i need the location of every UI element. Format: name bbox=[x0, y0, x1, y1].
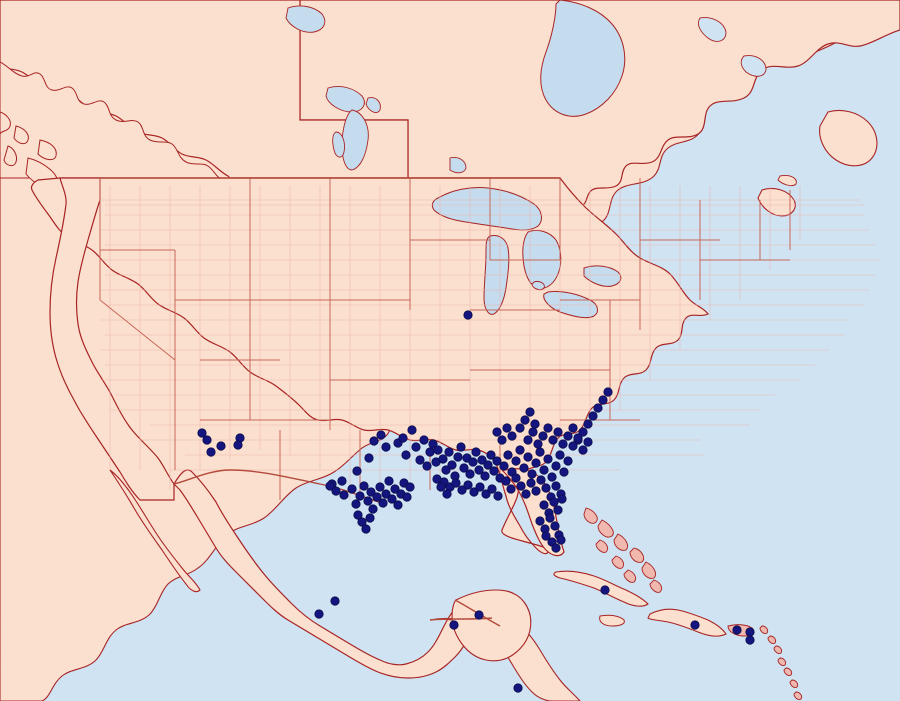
northern-lakes bbox=[285, 5, 467, 174]
state-borders bbox=[99, 178, 791, 500]
lake-winnipeg bbox=[341, 109, 369, 171]
ungava-water bbox=[697, 17, 767, 77]
coastal-island-2 bbox=[37, 139, 57, 161]
lake-nipigon bbox=[449, 157, 467, 174]
canada-landmass bbox=[0, 0, 900, 214]
newfoundland bbox=[819, 109, 878, 167]
hispaniola bbox=[647, 608, 727, 637]
jamaica bbox=[599, 614, 625, 627]
british-columbia-coast bbox=[0, 61, 231, 181]
great-lakes bbox=[431, 187, 622, 319]
lake-st-clair bbox=[531, 281, 545, 291]
haida-gwaii bbox=[3, 145, 17, 167]
reindeer-lake bbox=[365, 97, 381, 113]
lake-ontario bbox=[583, 265, 622, 287]
lake-athabasca bbox=[325, 85, 365, 113]
hudson-bay bbox=[540, 0, 626, 117]
lesser-antilles bbox=[759, 625, 803, 700]
lake-erie bbox=[543, 291, 598, 319]
great-slave-lake bbox=[285, 5, 326, 33]
baja-california bbox=[109, 469, 201, 593]
nova-scotia bbox=[757, 187, 796, 217]
prince-edward-island bbox=[777, 175, 797, 187]
lake-huron bbox=[522, 229, 562, 289]
bahamas-islands bbox=[583, 507, 663, 593]
alaska-panhandle bbox=[0, 111, 11, 135]
lake-manitoba bbox=[332, 131, 345, 158]
coastal-island-1 bbox=[13, 125, 29, 145]
